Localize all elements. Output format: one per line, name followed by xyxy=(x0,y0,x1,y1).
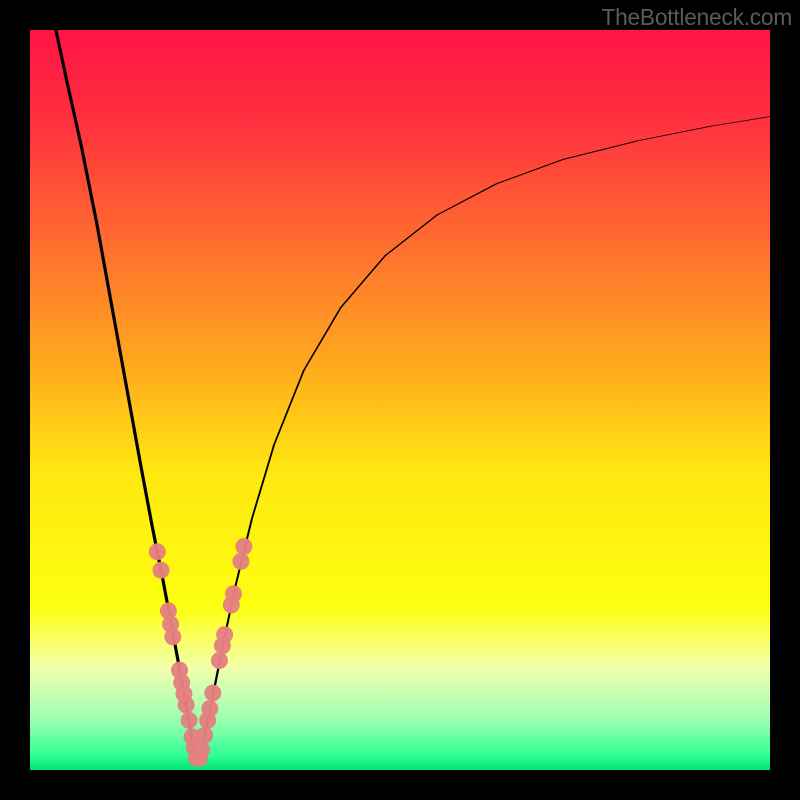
data-marker xyxy=(201,700,218,717)
data-marker xyxy=(235,538,252,555)
curve-layer xyxy=(30,30,770,770)
curve-right-branch-seg xyxy=(496,160,563,184)
curve-right-branch-seg xyxy=(437,184,496,215)
curve-right-branch-seg xyxy=(304,308,341,371)
chart-frame: TheBottleneck.com xyxy=(0,0,800,800)
curve-right-branch-seg xyxy=(252,444,274,518)
data-marker xyxy=(196,727,213,744)
data-marker xyxy=(149,543,166,560)
data-marker xyxy=(232,553,249,570)
data-marker xyxy=(152,562,169,579)
curve-left-branch xyxy=(56,30,197,764)
watermark-text: TheBottleneck.com xyxy=(601,4,792,31)
data-marker xyxy=(178,696,195,713)
data-marker xyxy=(216,626,233,643)
data-marker xyxy=(181,712,198,729)
data-marker xyxy=(225,585,242,602)
data-marker xyxy=(193,742,210,759)
curve-right-branch-seg xyxy=(385,215,437,256)
curve-right-branch-seg xyxy=(274,370,304,444)
curve-right-branch-seg xyxy=(563,141,637,160)
data-marker xyxy=(164,628,181,645)
plot-area xyxy=(30,30,770,770)
curve-right-branch-seg xyxy=(637,126,711,141)
data-marker xyxy=(211,652,228,669)
curve-right-branch-seg xyxy=(711,117,770,127)
data-marker xyxy=(204,685,221,702)
curve-right-branch-seg xyxy=(341,256,385,308)
